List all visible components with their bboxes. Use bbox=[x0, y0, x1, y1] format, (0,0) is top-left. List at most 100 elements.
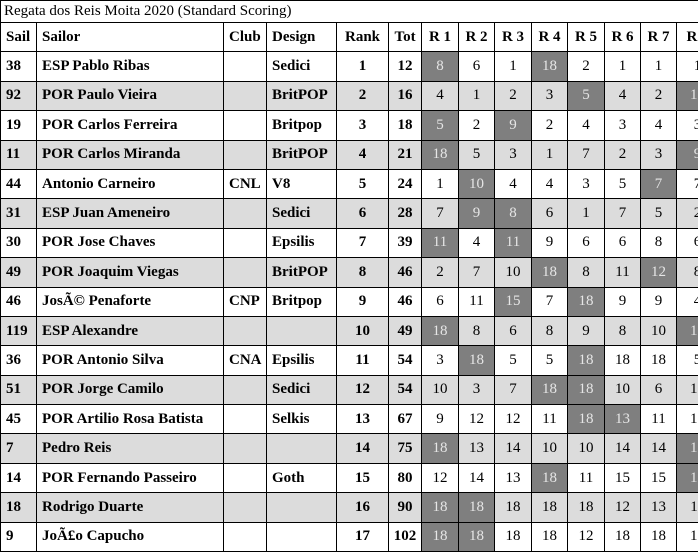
sailor-cell: JoÃ£o Capucho bbox=[36, 521, 224, 553]
design-cell: BritPOP bbox=[266, 257, 337, 288]
race-5-cell: 5 bbox=[567, 80, 605, 112]
race-5-cell: 9 bbox=[567, 315, 605, 347]
race-3-cell: 15 bbox=[494, 286, 532, 317]
rank-cell: 12 bbox=[336, 374, 389, 406]
sailor-cell: POR Carlos Ferreira bbox=[36, 110, 224, 141]
race-1-cell: 18 bbox=[421, 433, 459, 464]
table-row: 51 POR Jorge Camilo Sedici 12 54 10 3 7 18 18 10 6 1… bbox=[0, 374, 698, 406]
race-7-cell: 13 bbox=[640, 492, 677, 523]
race-8-cell: 5 bbox=[676, 345, 698, 376]
race-5-cell: 18 bbox=[567, 374, 605, 406]
race-7-cell: 10 bbox=[640, 315, 677, 347]
column-header-r5: R 5 bbox=[567, 21, 605, 53]
sailor-cell: POR Joaquim Viegas bbox=[36, 257, 224, 288]
race-4-cell: 18 bbox=[531, 521, 568, 553]
race-3-cell: 13 bbox=[494, 462, 532, 494]
race-6-cell: 11 bbox=[604, 257, 641, 288]
table-title: Regata dos Reis Moita 2020 (Standard Sco… bbox=[0, 0, 698, 22]
race-4-cell: 18 bbox=[531, 462, 568, 494]
race-5-cell: 11 bbox=[567, 462, 605, 494]
club-cell bbox=[223, 374, 267, 406]
sailor-cell: Antonio Carneiro bbox=[36, 168, 224, 200]
table-row: 46 JosÃ© Penaforte CNP Britpop 9 46 6 11 15 7 18 9 9… bbox=[0, 286, 698, 317]
race-5-cell: 3 bbox=[567, 168, 605, 200]
race-3-cell: 10 bbox=[494, 257, 532, 288]
rank-cell: 4 bbox=[336, 139, 389, 170]
race-7-cell: 15 bbox=[640, 462, 677, 494]
race-1-cell: 1 bbox=[421, 168, 459, 200]
race-6-cell: 7 bbox=[604, 198, 641, 229]
race-5-cell: 18 bbox=[567, 345, 605, 376]
race-2-cell: 11 bbox=[458, 286, 495, 317]
rank-cell: 3 bbox=[336, 110, 389, 141]
race-4-cell: 10 bbox=[531, 433, 568, 464]
sailor-cell: POR Paulo Vieira bbox=[36, 80, 224, 112]
race-2-cell: 13 bbox=[458, 433, 495, 464]
race-3-cell: 6 bbox=[494, 315, 532, 347]
sail-cell: 11 bbox=[0, 139, 37, 170]
race-2-cell: 3 bbox=[458, 374, 495, 406]
race-7-cell: 18 bbox=[640, 521, 677, 553]
column-header-tot: Tot bbox=[388, 21, 422, 53]
race-4-cell: 18 bbox=[531, 257, 568, 288]
race-3-cell: 2 bbox=[494, 80, 532, 112]
race-5-cell: 7 bbox=[567, 139, 605, 170]
sailor-cell: POR Jose Chaves bbox=[36, 227, 224, 259]
race-2-cell: 10 bbox=[458, 168, 495, 200]
race-2-cell: 8 bbox=[458, 315, 495, 347]
sail-cell: 9 bbox=[0, 521, 37, 553]
sail-cell: 119 bbox=[0, 315, 37, 347]
design-cell: Britpop bbox=[266, 110, 337, 141]
column-header-r1: R 1 bbox=[421, 21, 459, 53]
club-cell bbox=[223, 404, 267, 435]
race-3-cell: 9 bbox=[494, 110, 532, 141]
club-cell bbox=[223, 521, 267, 553]
race-6-cell: 8 bbox=[604, 315, 641, 347]
race-3-cell: 8 bbox=[494, 198, 532, 229]
design-cell: Epsilis bbox=[266, 345, 337, 376]
design-cell: Epsilis bbox=[266, 227, 337, 259]
race-7-cell: 1 bbox=[640, 51, 677, 82]
sail-cell: 36 bbox=[0, 345, 37, 376]
club-cell bbox=[223, 315, 267, 347]
column-header-design: Design bbox=[266, 21, 337, 53]
rank-cell: 2 bbox=[336, 80, 389, 112]
sail-cell: 51 bbox=[0, 374, 37, 406]
race-1-cell: 12 bbox=[421, 462, 459, 494]
sailor-cell: ESP Alexandre bbox=[36, 315, 224, 347]
rank-cell: 6 bbox=[336, 198, 389, 229]
race-4-cell: 2 bbox=[531, 110, 568, 141]
race-2-cell: 6 bbox=[458, 51, 495, 82]
race-4-cell: 11 bbox=[531, 404, 568, 435]
total-cell: 24 bbox=[388, 168, 422, 200]
race-1-cell: 18 bbox=[421, 315, 459, 347]
total-cell: 49 bbox=[388, 315, 422, 347]
race-8-cell: 12 bbox=[676, 404, 698, 435]
race-6-cell: 13 bbox=[604, 404, 641, 435]
table-row: 36 POR Antonio Silva CNA Epsilis 11 54 3 18 5 5 18… bbox=[0, 345, 698, 376]
club-cell bbox=[223, 80, 267, 112]
rank-cell: 14 bbox=[336, 433, 389, 464]
race-5-cell: 12 bbox=[567, 521, 605, 553]
sailor-cell: Pedro Reis bbox=[36, 433, 224, 464]
rank-cell: 17 bbox=[336, 521, 389, 553]
race-7-cell: 9 bbox=[640, 286, 677, 317]
race-2-cell: 4 bbox=[458, 227, 495, 259]
rank-cell: 7 bbox=[336, 227, 389, 259]
race-7-cell: 6 bbox=[640, 374, 677, 406]
race-1-cell: 5 bbox=[421, 110, 459, 141]
race-5-cell: 18 bbox=[567, 286, 605, 317]
rank-cell: 13 bbox=[336, 404, 389, 435]
race-5-cell: 18 bbox=[567, 492, 605, 523]
race-7-cell: 12 bbox=[640, 257, 677, 288]
sail-cell: 18 bbox=[0, 492, 37, 523]
race-8-cell: 2 bbox=[676, 198, 698, 229]
rank-cell: 16 bbox=[336, 492, 389, 523]
total-cell: 12 bbox=[388, 51, 422, 82]
total-cell: 75 bbox=[388, 433, 422, 464]
race-8-cell: 7 bbox=[676, 168, 698, 200]
